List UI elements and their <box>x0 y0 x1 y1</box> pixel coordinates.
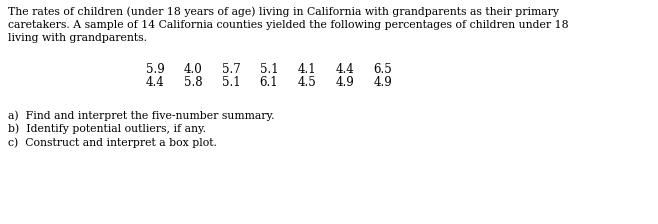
Text: 6.1: 6.1 <box>260 76 278 89</box>
Text: 4.4: 4.4 <box>145 76 164 89</box>
Text: The rates of children (under 18 years of age) living in California with grandpar: The rates of children (under 18 years of… <box>8 6 559 17</box>
Text: 5.9: 5.9 <box>145 63 164 76</box>
Text: caretakers. A sample of 14 California counties yielded the following percentages: caretakers. A sample of 14 California co… <box>8 19 569 30</box>
Text: 5.8: 5.8 <box>184 76 202 89</box>
Text: living with grandparents.: living with grandparents. <box>8 33 147 43</box>
Text: 5.1: 5.1 <box>222 76 240 89</box>
Text: 4.9: 4.9 <box>374 76 392 89</box>
Text: 5.1: 5.1 <box>260 63 278 76</box>
Text: 4.0: 4.0 <box>184 63 203 76</box>
Text: b)  Identify potential outliers, if any.: b) Identify potential outliers, if any. <box>8 123 206 134</box>
Text: 5.7: 5.7 <box>222 63 240 76</box>
Text: 4.9: 4.9 <box>336 76 355 89</box>
Text: 6.5: 6.5 <box>374 63 392 76</box>
Text: 4.5: 4.5 <box>297 76 316 89</box>
Text: c)  Construct and interpret a box plot.: c) Construct and interpret a box plot. <box>8 137 217 148</box>
Text: a)  Find and interpret the five-number summary.: a) Find and interpret the five-number su… <box>8 110 274 121</box>
Text: 4.4: 4.4 <box>336 63 355 76</box>
Text: 4.1: 4.1 <box>297 63 316 76</box>
